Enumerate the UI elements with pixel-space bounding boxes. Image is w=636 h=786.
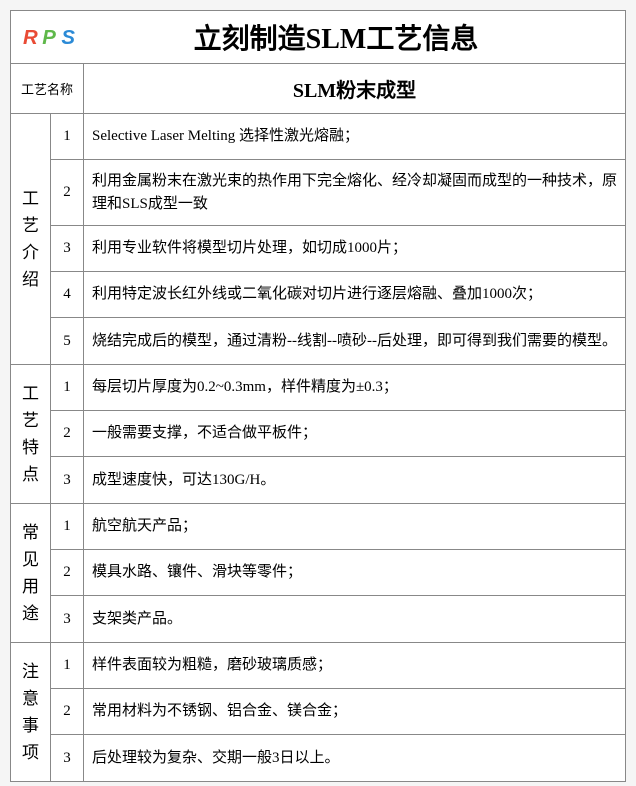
row-text: 利用金属粉末在激光束的热作用下完全熔化、经冷却凝固而成型的一种技术，原理和SLS… xyxy=(84,160,625,225)
page-title: 立刻制造SLM工艺信息 xyxy=(97,17,615,57)
row-text: 利用专业软件将模型切片处理，如切成1000片； xyxy=(84,226,625,271)
row-number: 2 xyxy=(51,689,84,734)
table-row: 2利用金属粉末在激光束的热作用下完全熔化、经冷却凝固而成型的一种技术，原理和SL… xyxy=(51,160,625,226)
table-row: 1每层切片厚度为0.2~0.3mm，样件精度为±0.3； xyxy=(51,365,625,411)
section-rows: 1样件表面较为粗糙，磨砂玻璃质感；2常用材料为不锈钢、铝合金、镁合金；3后处理较… xyxy=(51,643,625,781)
row-number: 1 xyxy=(51,365,84,410)
table-row: 3后处理较为复杂、交期一般3日以上。 xyxy=(51,735,625,781)
rps-logo: R P S xyxy=(21,25,97,49)
row-number: 1 xyxy=(51,114,84,159)
process-name-label: 工艺名称 xyxy=(11,64,84,113)
section-label: 工艺介绍 xyxy=(11,114,51,364)
table-row: 3成型速度快，可达130G/H。 xyxy=(51,457,625,503)
row-number: 1 xyxy=(51,504,84,549)
row-text: 成型速度快，可达130G/H。 xyxy=(84,457,625,503)
row-text: 模具水路、镶件、滑块等零件； xyxy=(84,550,625,595)
logo-s: S xyxy=(61,27,75,49)
row-text: 利用特定波长红外线或二氧化碳对切片进行逐层熔融、叠加1000次； xyxy=(84,272,625,317)
table-section: 工艺特点1每层切片厚度为0.2~0.3mm，样件精度为±0.3；2一般需要支撑，… xyxy=(11,365,625,504)
row-number: 3 xyxy=(51,596,84,642)
section-label: 常见用途 xyxy=(11,504,51,642)
table-row: 1航空航天产品； xyxy=(51,504,625,550)
row-text: Selective Laser Melting 选择性激光熔融； xyxy=(84,114,625,159)
section-label: 工艺特点 xyxy=(11,365,51,503)
row-number: 3 xyxy=(51,226,84,271)
header-row: R P S 立刻制造SLM工艺信息 xyxy=(11,11,625,64)
document-container: R P S 立刻制造SLM工艺信息 工艺名称 SLM粉末成型 工艺介绍1Sele… xyxy=(10,10,626,782)
table-row: 2常用材料为不锈钢、铝合金、镁合金； xyxy=(51,689,625,735)
section-rows: 1Selective Laser Melting 选择性激光熔融；2利用金属粉末… xyxy=(51,114,625,364)
row-number: 2 xyxy=(51,550,84,595)
table-section: 注意事项1样件表面较为粗糙，磨砂玻璃质感；2常用材料为不锈钢、铝合金、镁合金；3… xyxy=(11,643,625,781)
row-number: 4 xyxy=(51,272,84,317)
table-row: 1Selective Laser Melting 选择性激光熔融； xyxy=(51,114,625,160)
row-number: 5 xyxy=(51,318,84,364)
table-row: 5烧结完成后的模型，通过清粉--线割--喷砂--后处理，即可得到我们需要的模型。 xyxy=(51,318,625,364)
table-section: 工艺介绍1Selective Laser Melting 选择性激光熔融；2利用… xyxy=(11,114,625,365)
logo-p: P xyxy=(42,27,56,49)
table-row: 2一般需要支撑，不适合做平板件； xyxy=(51,411,625,457)
table-row: 4利用特定波长红外线或二氧化碳对切片进行逐层熔融、叠加1000次； xyxy=(51,272,625,318)
row-text: 每层切片厚度为0.2~0.3mm，样件精度为±0.3； xyxy=(84,365,625,410)
row-text: 烧结完成后的模型，通过清粉--线割--喷砂--后处理，即可得到我们需要的模型。 xyxy=(84,318,625,364)
row-text: 支架类产品。 xyxy=(84,596,625,642)
logo-r: R xyxy=(23,27,38,49)
row-number: 3 xyxy=(51,735,84,781)
section-rows: 1航空航天产品；2模具水路、镶件、滑块等零件；3支架类产品。 xyxy=(51,504,625,642)
section-label: 注意事项 xyxy=(11,643,51,781)
section-rows: 1每层切片厚度为0.2~0.3mm，样件精度为±0.3；2一般需要支撑，不适合做… xyxy=(51,365,625,503)
row-number: 2 xyxy=(51,160,84,225)
row-number: 3 xyxy=(51,457,84,503)
table-row: 2模具水路、镶件、滑块等零件； xyxy=(51,550,625,596)
process-name-row: 工艺名称 SLM粉末成型 xyxy=(11,64,625,114)
table-section: 常见用途1航空航天产品；2模具水路、镶件、滑块等零件；3支架类产品。 xyxy=(11,504,625,643)
table-row: 1样件表面较为粗糙，磨砂玻璃质感； xyxy=(51,643,625,689)
table-row: 3利用专业软件将模型切片处理，如切成1000片； xyxy=(51,226,625,272)
row-text: 一般需要支撑，不适合做平板件； xyxy=(84,411,625,456)
row-text: 航空航天产品； xyxy=(84,504,625,549)
row-text: 后处理较为复杂、交期一般3日以上。 xyxy=(84,735,625,781)
row-text: 样件表面较为粗糙，磨砂玻璃质感； xyxy=(84,643,625,688)
row-number: 1 xyxy=(51,643,84,688)
row-text: 常用材料为不锈钢、铝合金、镁合金； xyxy=(84,689,625,734)
row-number: 2 xyxy=(51,411,84,456)
process-name-value: SLM粉末成型 xyxy=(84,64,625,113)
table-row: 3支架类产品。 xyxy=(51,596,625,642)
